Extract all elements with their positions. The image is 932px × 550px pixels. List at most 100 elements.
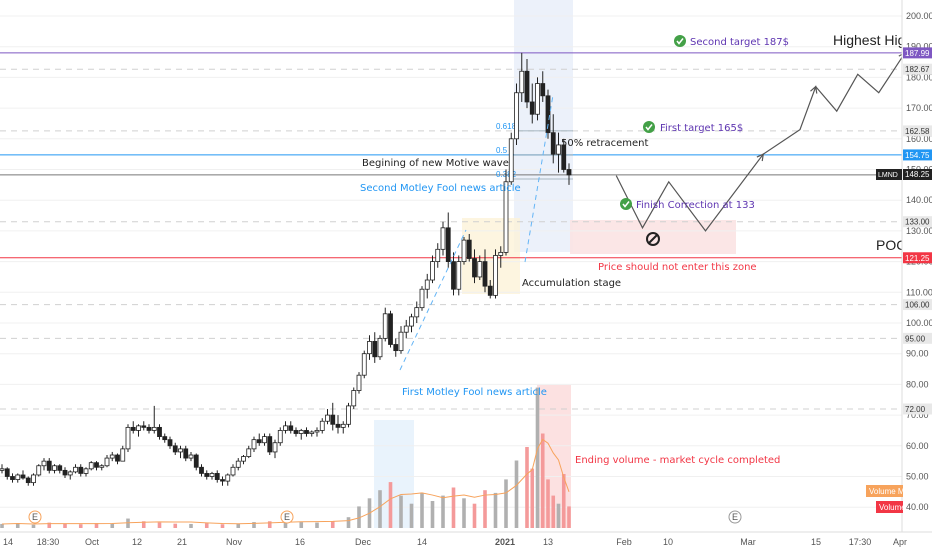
first-news-label: First Motley Fool news article [402,387,547,398]
candle [4,467,10,480]
candle [377,335,383,360]
candle [508,132,514,185]
candle [372,332,378,363]
no-entry-label: Price should not enter this zone [598,262,757,273]
candle [340,421,346,434]
candle [304,427,309,437]
candle [262,433,267,446]
no-entry-icon [646,232,660,246]
price-tag-text: 72.00 [905,405,926,414]
volume-bar [472,503,477,528]
poc-label: POC [876,237,906,253]
volume-bar [236,523,241,528]
no-entry-zone [570,220,736,254]
volume-bar [220,524,225,528]
candle [277,427,283,446]
candle [529,83,535,124]
earnings-marker[interactable]: E [280,510,294,524]
candle [435,243,441,268]
candlestick-series [0,52,572,486]
x-tick-label: Oct [85,537,100,547]
price-tag-text: 95.00 [905,334,926,343]
candle [351,387,357,409]
volume-bar [420,492,424,528]
trend-line-1 [399,229,467,371]
candle [52,464,57,474]
earnings-marker[interactable]: E [728,510,742,524]
price-tag [903,332,932,344]
x-tick-label: 14 [417,537,427,547]
volume-bar [430,501,435,528]
candle [15,473,21,483]
candle [493,249,498,299]
candle [466,233,472,262]
y-tick-label: 200.00 [906,11,932,21]
candle [451,252,456,296]
candle [88,461,94,471]
candle [325,408,330,425]
candle [514,83,519,145]
x-tick-label: 15 [811,537,821,547]
candle [230,464,236,477]
candle [309,430,315,437]
volume-bar [378,490,382,528]
candle [225,473,231,486]
candle [403,319,409,339]
y-tick-label: 190.00 [906,42,932,52]
volume-bar [126,518,130,528]
arrow-head [810,85,818,94]
price-tag-text: 154.75 [905,151,930,160]
candle [251,436,257,452]
volume-bar [399,495,403,528]
check-mark [676,38,684,45]
candle [419,286,425,311]
volume-bar [483,490,487,528]
volume-bar [47,522,52,528]
volume-bar [504,479,508,528]
candle [183,445,189,462]
volume-bar [94,523,99,528]
candle [461,237,467,265]
motive-wave-label: Begining of new Motive wave [362,158,509,169]
volume-bar [252,522,256,528]
y-tick-label: 50.00 [906,472,929,482]
volume-bar [493,492,498,528]
first-target-label: First target 165$ [660,123,743,134]
check-mark [645,124,653,131]
ending-volume-label: Ending volume - market cycle completed [575,455,780,466]
candle [209,471,215,480]
candle [115,453,120,465]
candle [157,424,162,440]
price-tag-text: 106.00 [905,301,930,310]
y-tick-label: 160.00 [906,134,932,144]
finish-correction-label: Finish Correction at 133 [636,200,755,211]
volume-bar [540,433,545,528]
candle [503,169,509,256]
last-price-tag [903,169,932,180]
price-tag [903,299,932,311]
volume-bar [567,506,571,528]
earnings-marker[interactable]: E [28,510,42,524]
price-tag-text: 133.00 [905,218,930,227]
price-tag [903,252,932,264]
volume-bar [561,474,566,528]
symbol-tag-text: LMND [878,172,898,179]
candle [199,464,204,477]
y-tick-label: 170.00 [906,103,932,113]
candle [188,451,194,462]
x-tick-label: 2021 [495,537,515,547]
price-tag [903,403,932,415]
x-tick-label: 17:30 [849,537,872,547]
volume-bar [15,523,20,528]
candle [256,433,262,446]
candle [388,310,393,348]
volume-bar [546,479,550,528]
candle [78,464,84,477]
candle [414,301,420,323]
retracement-label: 50% retracement [561,138,648,149]
volume-bar [283,519,288,528]
candle [46,458,52,474]
candle [246,445,252,459]
